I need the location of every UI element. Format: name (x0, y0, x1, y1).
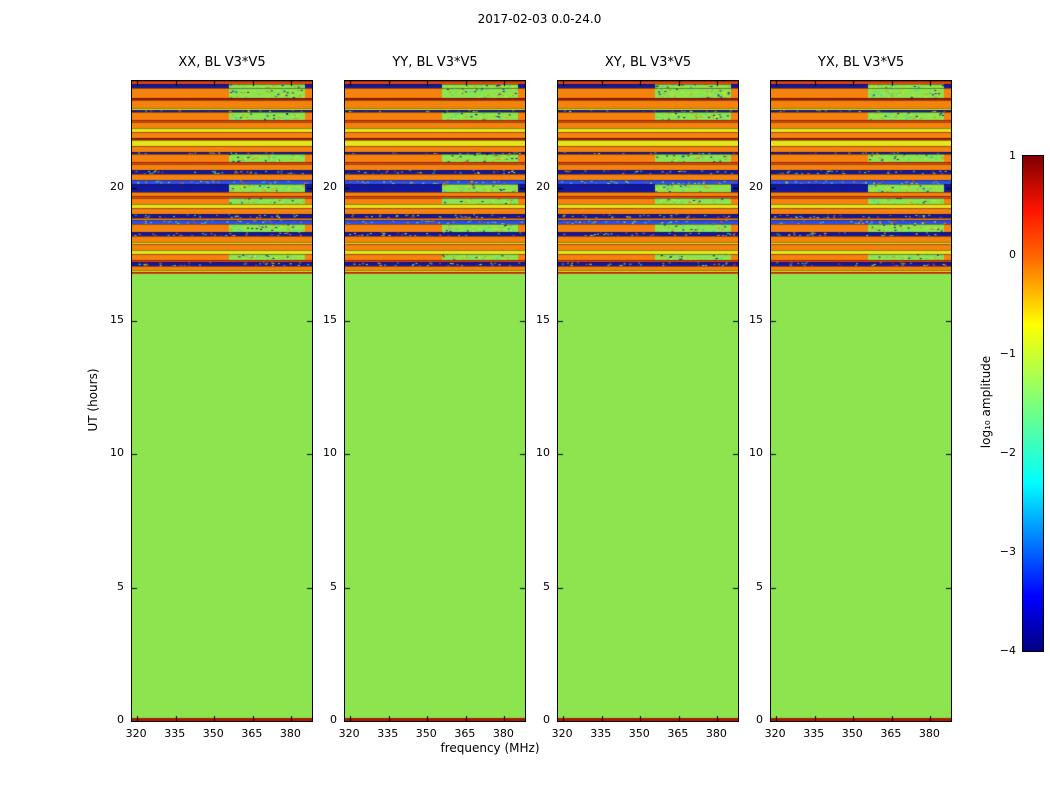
y-tick-label: 15 (536, 313, 550, 326)
y-tick-labels: 0 5 10 15 20 (91, 80, 127, 726)
colorbar-tick-label: −4 (999, 644, 1016, 657)
y-tick-labels: 0 5 10 15 20 (730, 80, 766, 726)
heatmap-canvas-xx (131, 80, 313, 722)
y-tick-label: 20 (323, 179, 337, 193)
x-tick-label: 320 (125, 727, 147, 740)
heatmap-canvas-yy (344, 80, 526, 722)
x-tick-label: 365 (667, 727, 689, 740)
y-tick-label: 15 (749, 313, 763, 326)
panel-title-xx: XX, BL V3*V5 (178, 55, 266, 70)
panel-title-xy: XY, BL V3*V5 (604, 55, 692, 70)
panel-title-yy: YY, BL V3*V5 (392, 55, 478, 70)
colorbar-tick-label: 1 (1009, 149, 1016, 162)
x-tick-label: 380 (492, 727, 514, 740)
x-tick-label: 320 (551, 727, 573, 740)
y-tick-label: 10 (110, 446, 124, 460)
x-tick-labels: 320 335 350 365 380 (126, 724, 313, 740)
y-tick-label: 5 (543, 579, 550, 593)
x-tick-label: 380 (705, 727, 727, 740)
x-tick-label: 365 (454, 727, 476, 740)
x-tick-label: 335 (590, 727, 612, 740)
colorbar-label: log₁₀ amplitude (979, 355, 993, 449)
y-tick-label: 0 (543, 713, 550, 726)
colorbar-gradient (1022, 155, 1044, 652)
x-tick-labels: 320 335 350 365 380 (339, 724, 526, 740)
x-axis-label: frequency (MHz) (440, 741, 540, 755)
y-tick-label: 0 (117, 713, 124, 726)
y-tick-label: 10 (323, 446, 337, 460)
x-tick-label: 350 (415, 727, 437, 740)
y-tick-label: 5 (756, 579, 763, 593)
y-tick-label: 20 (749, 179, 763, 193)
panel-yx: YX, BL V3*V5 0 5 10 15 20 320 335 350 365 380 (749, 55, 952, 740)
colorbar-tick-label: −2 (999, 446, 1016, 459)
panel-yy: YY, BL V3*V5 0 5 10 15 20 320 335 350 365 380 (323, 55, 526, 740)
colorbar-tick-label: −1 (999, 347, 1016, 360)
y-tick-labels: 0 5 10 15 20 (517, 80, 553, 726)
x-tick-labels: 320 335 350 365 380 (552, 724, 739, 740)
panel-xx: XX, BL V3*V5 0 5 10 15 20 320 335 350 365 380 (110, 55, 313, 740)
x-tick-labels: 320 335 350 365 380 (765, 724, 952, 740)
y-tick-label: 0 (330, 713, 337, 726)
panel-title-yx: YX, BL V3*V5 (817, 55, 905, 70)
x-tick-label: 335 (803, 727, 825, 740)
x-tick-label: 320 (338, 727, 360, 740)
y-tick-label: 15 (110, 313, 124, 326)
y-tick-label: 5 (330, 579, 337, 593)
colorbar-tick-label: −3 (999, 545, 1016, 558)
y-tick-label: 10 (749, 446, 763, 460)
colorbar-tick-labels: 1 0 −1 −2 −3 −4 (992, 149, 1018, 657)
y-tick-label: 15 (323, 313, 337, 326)
y-tick-label: 0 (756, 713, 763, 726)
panel-xy: XY, BL V3*V5 0 5 10 15 20 320 335 350 365 380 (536, 55, 739, 740)
colorbar-tick-label: 0 (1009, 248, 1016, 261)
y-tick-label: 10 (536, 446, 550, 460)
y-tick-label: 5 (117, 579, 124, 593)
figure-title: 2017-02-03 0.0-24.0 (477, 12, 602, 26)
y-tick-labels: 0 5 10 15 20 (304, 80, 340, 726)
colorbar: 1 0 −1 −2 −3 −4 (1000, 149, 1044, 657)
x-tick-label: 350 (841, 727, 863, 740)
heatmap-canvas-yx (770, 80, 952, 722)
x-tick-label: 335 (164, 727, 186, 740)
x-tick-label: 350 (202, 727, 224, 740)
x-tick-label: 365 (880, 727, 902, 740)
x-tick-label: 365 (241, 727, 263, 740)
x-tick-label: 380 (918, 727, 940, 740)
y-tick-label: 20 (536, 179, 550, 193)
heatmap-canvas-xy (557, 80, 739, 722)
x-tick-label: 350 (628, 727, 650, 740)
x-tick-label: 320 (764, 727, 786, 740)
x-tick-label: 380 (279, 727, 301, 740)
y-tick-label: 20 (110, 179, 124, 193)
x-tick-label: 335 (377, 727, 399, 740)
